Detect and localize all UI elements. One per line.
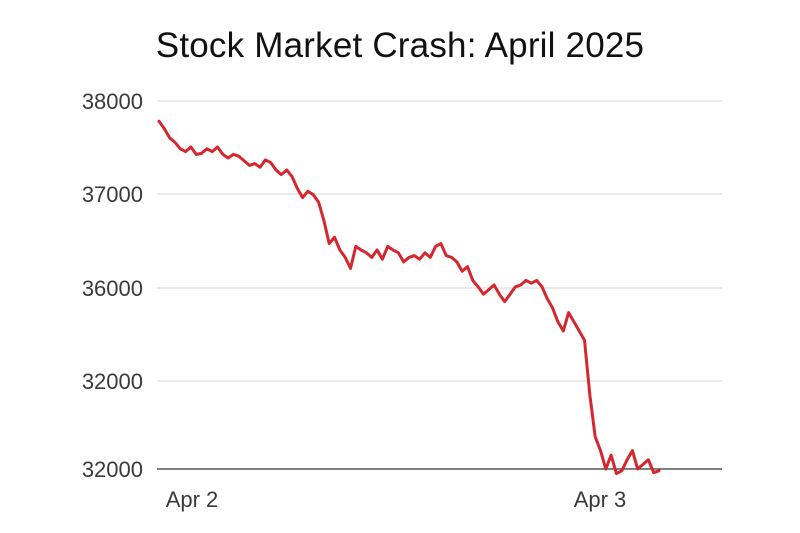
- series-line: [157, 119, 661, 476]
- chart-title: Stock Market Crash: April 2025: [155, 26, 645, 65]
- y-tick-label: 37000: [82, 182, 143, 207]
- grid-lines: [157, 100, 722, 470]
- x-tick-label: Apr 2: [166, 487, 219, 512]
- y-tick-label: 38000: [82, 89, 143, 114]
- y-axis-ticks: 38000 37000 36000 32000 32000: [82, 89, 143, 482]
- y-tick-label: 32000: [82, 369, 143, 394]
- x-axis-ticks: Apr 2 Apr 3: [166, 487, 627, 512]
- y-tick-label: 32000: [82, 457, 143, 482]
- series-group: [157, 119, 661, 476]
- y-tick-label: 36000: [82, 276, 143, 301]
- x-tick-label: Apr 3: [574, 487, 627, 512]
